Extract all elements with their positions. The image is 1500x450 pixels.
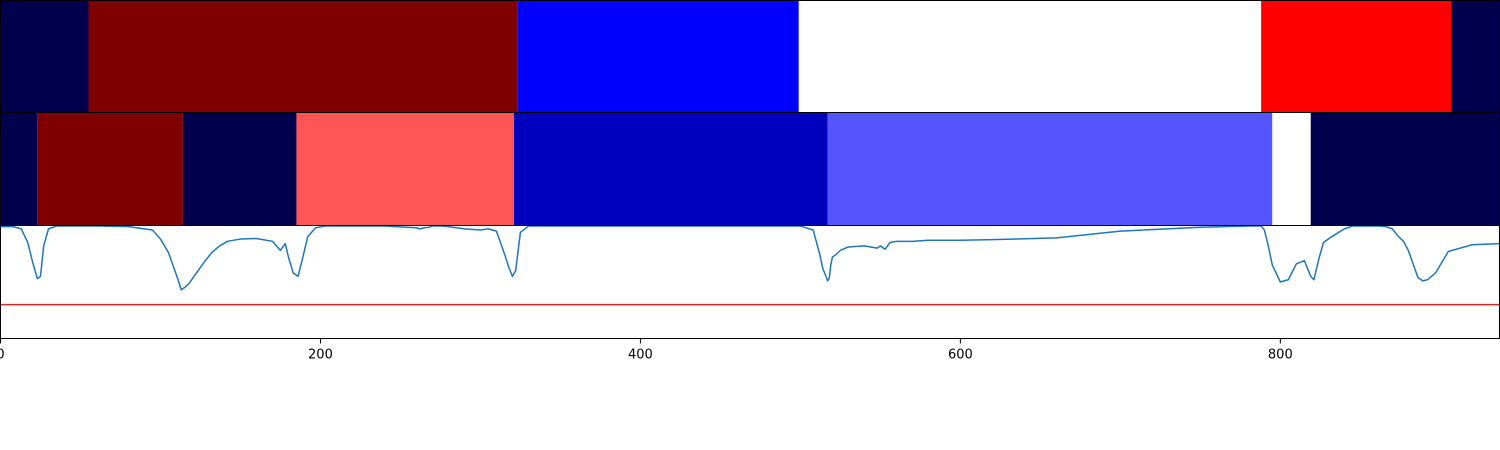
x-tick-label-600: 600 — [948, 348, 973, 363]
boundary-score-panel — [0, 225, 1500, 339]
top-segmentation-segment-5 — [1451, 0, 1500, 113]
middle-segmentation-segment-7 — [1310, 112, 1500, 226]
top-segmentation-segment-2 — [517, 0, 799, 113]
boundary-score-line — [0, 225, 1500, 291]
x-tick-label-0: 0 — [0, 348, 5, 363]
middle-segmentation-segment-3 — [296, 112, 515, 226]
x-tick-label-800: 800 — [1268, 348, 1293, 363]
x-tick-label-400: 400 — [628, 348, 653, 363]
top-segmentation-segment-0 — [0, 0, 89, 113]
middle-segmentation-segment-4 — [514, 112, 828, 226]
top-segmentation-segment-4 — [1261, 0, 1452, 113]
x-tick-label-200: 200 — [308, 348, 333, 363]
middle-segmentation-segment-0 — [0, 112, 38, 226]
top-segmentation-segment-1 — [88, 0, 518, 113]
top-segmentation-panel — [0, 0, 1500, 113]
middle-segmentation-segment-6 — [1272, 112, 1311, 226]
x-axis: 0 200 400 600 800 — [0, 338, 1293, 363]
middle-segmentation-segment-1 — [37, 112, 183, 226]
top-segmentation-segment-3 — [798, 0, 1262, 113]
middle-segmentation-segment-2 — [182, 112, 297, 226]
middle-segmentation-panel — [0, 112, 1500, 226]
middle-segmentation-segment-5 — [827, 112, 1273, 226]
